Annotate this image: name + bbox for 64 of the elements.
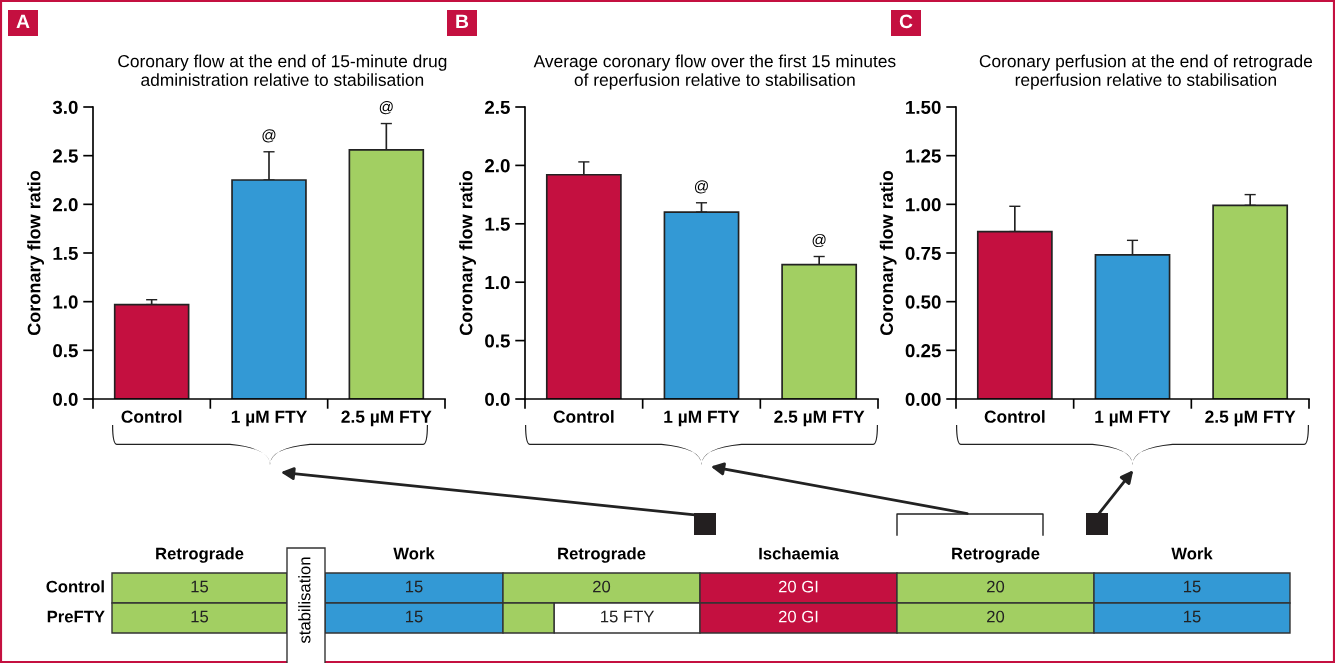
y-tick-label: 0.00 — [905, 392, 941, 406]
annotation: @ — [262, 129, 276, 143]
y-tick-label: 0.5 — [53, 344, 78, 358]
text: 15 — [406, 580, 423, 593]
y-axis-title: Coronary flow ratio — [27, 170, 45, 336]
text: 15 — [191, 580, 209, 593]
x-tick-label: Control — [121, 410, 182, 423]
x-tick-label: 1 µM FTY — [231, 410, 307, 427]
x-tick-label: Control — [553, 410, 614, 423]
text: 20 GI — [778, 580, 818, 593]
category-label: PreFTY — [47, 610, 105, 623]
y-tick-label: 1.50 — [906, 100, 941, 114]
y-tick-label: 0.75 — [905, 246, 941, 260]
chart-title: Average coronary flow over the first 15 minutes of reperfusion relative to stabilisation — [533, 54, 896, 90]
x-tick-label: Control — [984, 410, 1045, 423]
y-tick-label: 0.25 — [905, 344, 941, 358]
chart-title: Coronary perfusion at the end of retrograde reperfusion relative to stabilisation — [979, 54, 1313, 90]
y-tick-label: 1.25 — [906, 149, 941, 163]
chart-title: Coronary flow at the end of 15-minute drug administration relative to stabilisation — [118, 54, 447, 87]
y-tick-label: 1.5 — [53, 246, 78, 260]
category-label: Retrograde — [952, 547, 1040, 563]
y-tick-label: 2.0 — [485, 159, 510, 173]
category-label: Retrograde — [156, 547, 244, 563]
y-axis-title: Coronary flow ratio — [879, 170, 897, 336]
x-tick-label: 2.5 µM FTY — [1205, 410, 1296, 427]
category-label: Retrograde — [558, 547, 646, 563]
y-tick-label: 1.0 — [485, 275, 510, 290]
y-tick-label: 1.00 — [906, 198, 941, 212]
text: 15 FTY — [601, 610, 655, 623]
y-tick-label: 3.0 — [52, 100, 78, 114]
text: stabilisation — [298, 557, 311, 644]
text: 20 — [987, 580, 1005, 593]
text: 15 — [1184, 610, 1201, 623]
y-tick-label: 2.5 — [53, 149, 78, 163]
text: 15 — [406, 610, 423, 623]
text: A — [16, 14, 30, 29]
x-tick-label: 2.5 µM FTY — [341, 410, 432, 427]
y-tick-label: 0.0 — [485, 392, 510, 406]
y-tick-label: 1.0 — [53, 295, 78, 309]
y-tick-label: 2.0 — [53, 198, 78, 212]
x-tick-label: 2.5 µM FTY — [774, 410, 865, 427]
annotation: @ — [379, 100, 393, 115]
text: 20 — [987, 610, 1005, 623]
text: C — [899, 14, 913, 29]
annotation: @ — [812, 233, 826, 248]
text: 15 — [1184, 580, 1201, 593]
y-tick-label: 0.5 — [485, 334, 510, 348]
x-tick-label: 1 µM FTY — [1095, 410, 1171, 427]
text: B — [456, 14, 469, 29]
y-axis-title: Coronary flow ratio — [459, 170, 477, 336]
annotation: @ — [694, 180, 708, 194]
y-tick-label: 0.50 — [905, 295, 941, 309]
y-tick-label: 0.0 — [53, 392, 78, 406]
y-tick-label: 1.5 — [485, 217, 510, 231]
text: 20 — [593, 580, 611, 593]
category-label: Work — [1171, 547, 1213, 560]
x-tick-label: 1 µM FTY — [664, 410, 740, 427]
category-label: Work — [393, 547, 435, 560]
text: 15 — [191, 610, 209, 623]
category-label: Control — [46, 580, 104, 593]
text: 20 GI — [778, 610, 818, 623]
bar — [113, 303, 190, 399]
category-label: Ischaemia — [759, 547, 839, 560]
y-tick-label: 2.5 — [485, 100, 510, 114]
